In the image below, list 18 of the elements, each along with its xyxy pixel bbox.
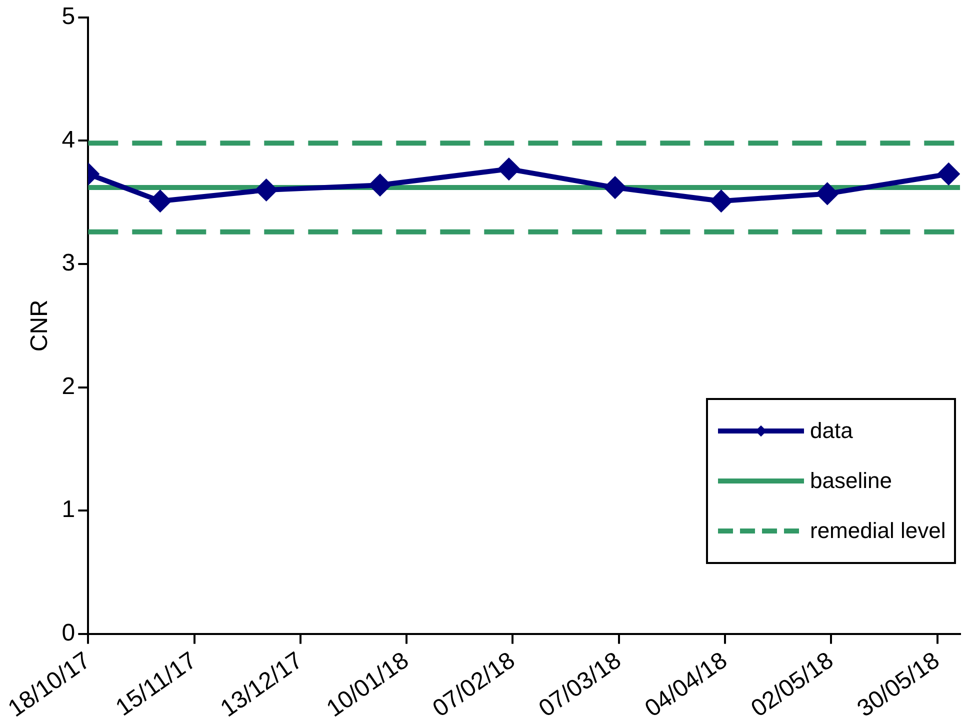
point (498, 158, 520, 180)
legend-label: baseline (810, 468, 892, 494)
y-tick-label: 2 (62, 372, 76, 400)
legend-label: remedial level (810, 518, 946, 544)
point (816, 183, 838, 204)
point (256, 180, 277, 200)
point (710, 190, 732, 212)
point (604, 177, 626, 198)
y-tick-label: 1 (62, 496, 76, 524)
point (150, 190, 171, 212)
y-tick-label: 3 (62, 250, 76, 277)
y-tick-label: 4 (62, 126, 76, 154)
point (938, 163, 960, 184)
y-axis-title: CNR (26, 300, 54, 352)
y-tick-label: 5 (62, 3, 76, 30)
point (370, 174, 391, 196)
legend-label: data (810, 418, 853, 444)
y-tick-label: 0 (62, 619, 76, 646)
